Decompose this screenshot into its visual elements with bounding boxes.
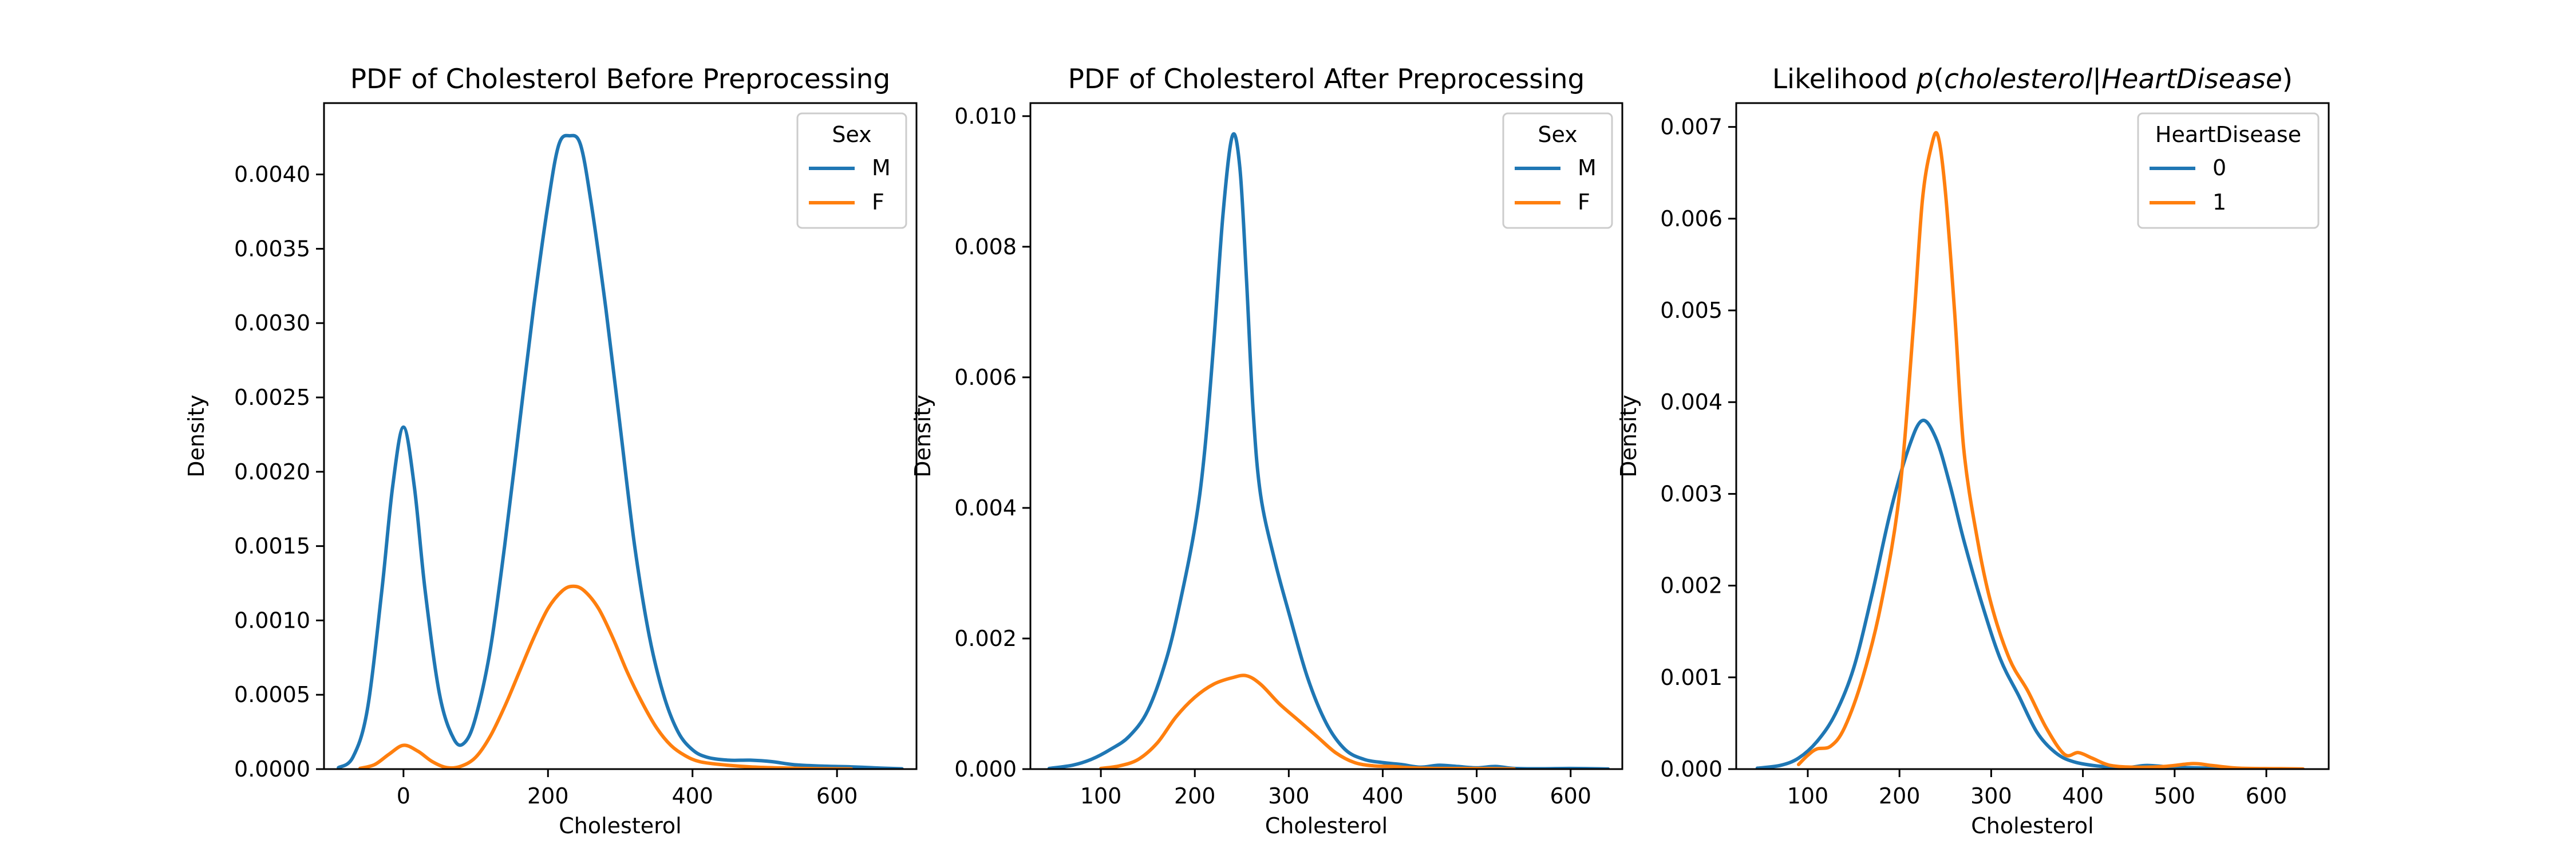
series-line-F bbox=[358, 584, 854, 769]
y-tick-label: 0.0015 bbox=[234, 534, 310, 559]
y-tick-label: 0.0040 bbox=[234, 162, 310, 187]
legend-box bbox=[796, 112, 907, 229]
legend-entry-1: 1 bbox=[2212, 190, 2226, 215]
x-tick-label: 300 bbox=[1970, 783, 2012, 809]
x-tick-label: 500 bbox=[1456, 783, 1498, 809]
legend-entry-F: F bbox=[1578, 190, 1590, 215]
x-tick-label: 200 bbox=[1174, 783, 1216, 809]
y-tick-label: 0.0010 bbox=[234, 608, 310, 633]
y-tick-label: 0.002 bbox=[1660, 573, 1722, 598]
x-axis-label: Cholesterol bbox=[1971, 813, 2093, 838]
x-tick-label: 100 bbox=[1080, 783, 1122, 809]
legend-title: Sex bbox=[832, 122, 871, 147]
legend-box bbox=[1502, 112, 1613, 229]
x-tick-label: 400 bbox=[2062, 783, 2104, 809]
axes-frame bbox=[1735, 102, 2330, 770]
series-line-F bbox=[1099, 673, 1516, 769]
series-line-M bbox=[1047, 132, 1610, 769]
y-tick-label: 0.000 bbox=[1660, 756, 1722, 782]
chart-title: Likelihood p(cholesterol|HeartDisease) bbox=[1772, 64, 2293, 95]
x-tick-label: 300 bbox=[1268, 783, 1310, 809]
y-tick-label: 0.0000 bbox=[234, 756, 310, 782]
x-tick-label: 200 bbox=[527, 783, 569, 809]
series-group bbox=[1755, 131, 2305, 769]
legend: HeartDisease 0 1 bbox=[2137, 112, 2320, 229]
legend-entry-0: 0 bbox=[2212, 155, 2226, 180]
series-line-1 bbox=[1796, 131, 2305, 769]
x-tick-label: 400 bbox=[1362, 783, 1404, 809]
y-tick-label: 0.0030 bbox=[234, 310, 310, 336]
x-tick-label: 600 bbox=[816, 783, 858, 809]
x-tick-label: 500 bbox=[2154, 783, 2196, 809]
y-tick-label: 0.008 bbox=[954, 234, 1017, 259]
chart-2: 100 200 300 400 500 600 0.000 0.002 0.004 0.006 0.… bbox=[910, 64, 1623, 838]
y-tick-label: 0.002 bbox=[954, 626, 1017, 651]
chart-title: PDF of Cholesterol Before Preprocessing bbox=[350, 64, 891, 95]
axes-frame bbox=[323, 102, 918, 770]
x-tick-label: 200 bbox=[1879, 783, 1921, 809]
y-tick-label: 0.004 bbox=[954, 495, 1017, 521]
y-tick-label: 0.0005 bbox=[234, 682, 310, 707]
plots-container: 0 200 400 6000.00000.00050.00100.00150.0020… bbox=[184, 64, 2330, 838]
y-tick-label: 0.010 bbox=[954, 104, 1017, 129]
y-tick-label: 0.006 bbox=[1660, 206, 1722, 231]
series-group bbox=[337, 133, 904, 769]
y-tick-label: 0.003 bbox=[1660, 481, 1722, 506]
series-line-M bbox=[337, 133, 904, 769]
legend-title: Sex bbox=[1538, 122, 1577, 147]
chart-title: PDF of Cholesterol After Preprocessing bbox=[1068, 64, 1585, 95]
y-axis-label: Density bbox=[184, 395, 209, 477]
axes-frame bbox=[1029, 102, 1623, 770]
legend-title: HeartDisease bbox=[2155, 122, 2301, 147]
y-tick-label: 0.004 bbox=[1660, 389, 1722, 415]
chart-1: 0 200 400 600 0.0000 0.0005 0.0010 0.0015 0.0020… bbox=[184, 64, 918, 838]
x-tick-label: 100 bbox=[1787, 783, 1829, 809]
x-axis-label: Cholesterol bbox=[559, 813, 681, 838]
y-axis-label: Density bbox=[910, 395, 935, 477]
x-tick-label: 0 bbox=[397, 783, 410, 809]
y-tick-label: 0.0025 bbox=[234, 385, 310, 410]
series-group bbox=[1047, 132, 1610, 769]
y-tick-label: 0.0020 bbox=[234, 459, 310, 484]
y-tick-label: 0.0035 bbox=[234, 236, 310, 261]
y-tick-label: 0.005 bbox=[1660, 298, 1722, 323]
y-tick-label: 0.007 bbox=[1660, 115, 1722, 140]
y-tick-label: 0.006 bbox=[954, 365, 1017, 390]
x-tick-label: 600 bbox=[2246, 783, 2287, 809]
legend-entry-F: F bbox=[872, 190, 884, 215]
legend-entry-M: M bbox=[872, 155, 891, 180]
legend-box bbox=[2137, 112, 2320, 229]
chart-3: 100 200 300 400 500 600 0.000 0.001 0.002 0.003 0.… bbox=[1616, 64, 2330, 838]
y-tick-label: 0.000 bbox=[954, 756, 1017, 782]
y-axis-label: Density bbox=[1616, 395, 1641, 477]
y-tick-label: 0.001 bbox=[1660, 665, 1722, 690]
x-tick-label: 600 bbox=[1550, 783, 1591, 809]
legend-entry-M: M bbox=[1578, 155, 1597, 180]
x-axis-label: Cholesterol bbox=[1265, 813, 1388, 838]
x-tick-label: 400 bbox=[671, 783, 713, 809]
